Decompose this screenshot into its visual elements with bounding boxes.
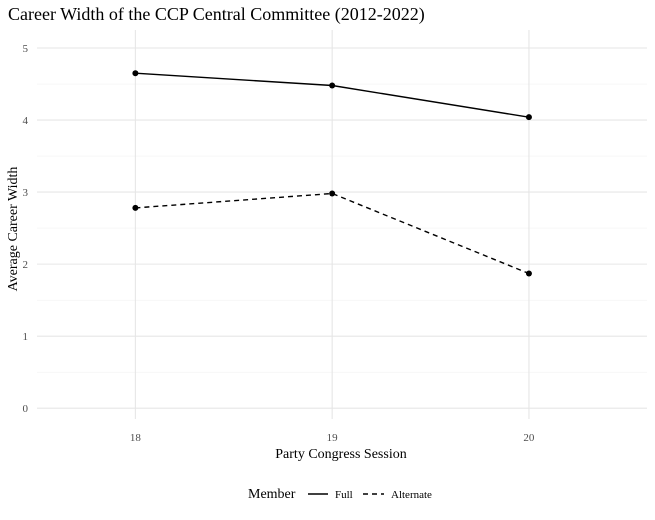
y-tick-label: 1 xyxy=(23,331,29,343)
data-point-alternate xyxy=(132,204,139,211)
chart-title: Career Width of the CCP Central Committe… xyxy=(8,4,425,25)
y-tick-label: 5 xyxy=(23,43,29,55)
data-point-full xyxy=(329,82,336,89)
legend-items: Full Alternate xyxy=(308,489,432,501)
x-tick-label: 20 xyxy=(523,432,535,444)
data-point-alternate xyxy=(329,190,336,197)
y-tick-label: 0 xyxy=(23,403,29,415)
y-tick-label: 3 xyxy=(23,187,29,199)
data-point-full xyxy=(525,114,532,121)
x-tick-label: 19 xyxy=(327,432,339,444)
legend: Member Full Alternate xyxy=(248,487,432,502)
x-axis-tick-labels: 18 19 20 xyxy=(130,432,535,444)
y-tick-label: 4 xyxy=(23,115,29,127)
series-points xyxy=(132,70,532,277)
plot-grid xyxy=(37,30,647,419)
x-axis-label: Party Congress Session xyxy=(275,447,406,462)
legend-label-alternate: Alternate xyxy=(391,489,432,501)
data-point-alternate xyxy=(525,270,532,277)
y-axis-tick-labels: 0 1 2 3 4 5 xyxy=(23,43,29,415)
series-line-alternate xyxy=(135,192,530,275)
x-tick-label: 18 xyxy=(130,432,142,444)
legend-title: Member xyxy=(248,487,296,502)
data-point-full xyxy=(132,70,139,77)
y-axis-label: Average Career Width xyxy=(6,167,21,292)
legend-label-full: Full xyxy=(335,489,353,501)
y-tick-label: 2 xyxy=(23,259,29,271)
